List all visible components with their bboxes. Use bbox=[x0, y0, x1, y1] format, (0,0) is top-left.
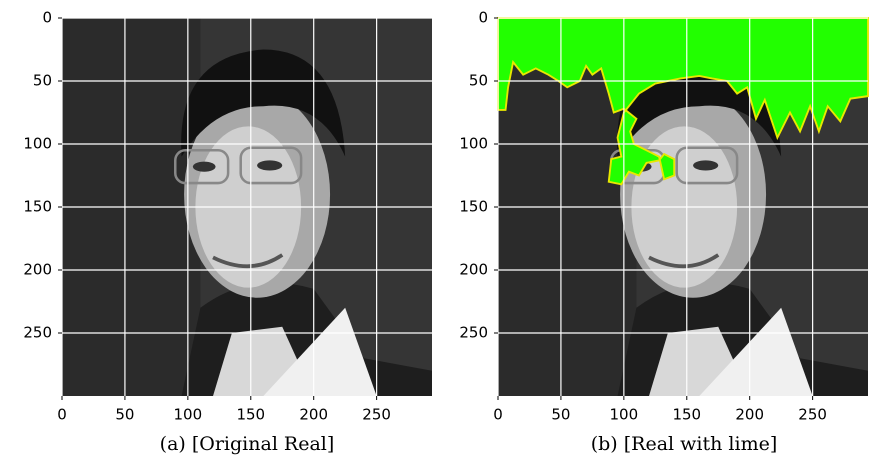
y-tick-label: 150 bbox=[23, 198, 52, 216]
y-tick-label: 100 bbox=[23, 135, 52, 153]
y-tick-label: 50 bbox=[469, 72, 488, 90]
y-tick-label: 100 bbox=[459, 135, 488, 153]
y-tick-label: 200 bbox=[23, 261, 52, 279]
x-tick-label: 250 bbox=[362, 406, 391, 424]
x-tick-label: 50 bbox=[115, 406, 134, 424]
x-tick-label: 0 bbox=[493, 406, 503, 424]
x-tick-label: 200 bbox=[299, 406, 328, 424]
caption: (a) [Original Real] bbox=[160, 433, 335, 455]
x-tick-label: 150 bbox=[236, 406, 265, 424]
y-tick-label: 150 bbox=[459, 198, 488, 216]
x-tick-label: 150 bbox=[672, 406, 701, 424]
x-tick-label: 100 bbox=[610, 406, 639, 424]
panel: 0 50 100 150 200 250 0 50 100 150 200 250 bbox=[459, 9, 868, 424]
y-tick-label: 250 bbox=[23, 324, 52, 342]
panel: 0 50 100 150 200 250 0 50 100 150 200 250 bbox=[23, 9, 432, 424]
figure: 0 50 100 150 200 250 0 50 100 150 200 250 0 50 100 150… bbox=[0, 0, 877, 466]
x-tick-label: 50 bbox=[551, 406, 570, 424]
y-tick-label: 50 bbox=[33, 72, 52, 90]
y-tick-label: 0 bbox=[478, 9, 488, 27]
x-tick-label: 0 bbox=[57, 406, 67, 424]
x-tick-label: 250 bbox=[798, 406, 827, 424]
caption: (b) [Real with lime] bbox=[591, 433, 778, 455]
y-tick-label: 250 bbox=[459, 324, 488, 342]
x-tick-label: 200 bbox=[735, 406, 764, 424]
y-tick-label: 0 bbox=[42, 9, 52, 27]
y-tick-label: 200 bbox=[459, 261, 488, 279]
x-tick-label: 100 bbox=[174, 406, 203, 424]
